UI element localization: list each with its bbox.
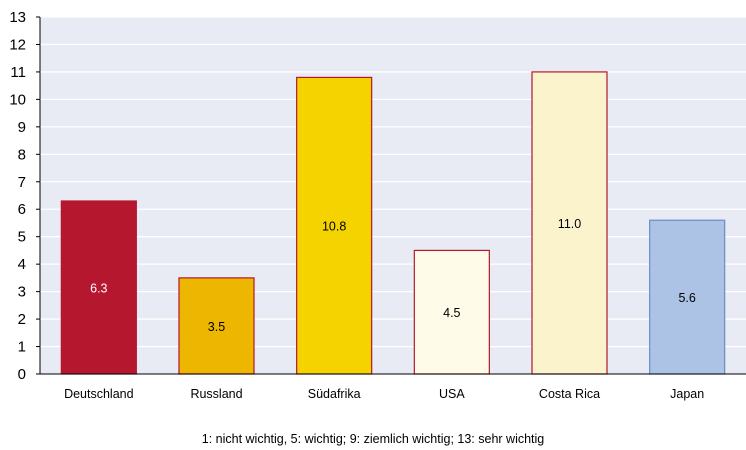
y-tick-label: 6 xyxy=(18,201,26,218)
y-tick-label: 11 xyxy=(10,64,26,81)
x-tick-label: Japan xyxy=(670,387,704,401)
y-tick-label: 7 xyxy=(18,174,26,191)
bar xyxy=(649,219,726,375)
x-tick-label: Costa Rica xyxy=(539,387,600,401)
chart-footnote: 1: nicht wichtig, 5: wichtig; 9: ziemlic… xyxy=(201,432,545,446)
data-label: 3.5 xyxy=(208,320,225,334)
bar xyxy=(531,71,608,375)
data-label: 6.3 xyxy=(90,281,107,295)
y-tick-label: 1 xyxy=(18,339,26,356)
plot-background xyxy=(40,17,746,374)
y-tick-label: 2 xyxy=(18,311,26,328)
y-tick-label: 3 xyxy=(18,284,26,301)
y-tick-label: 0 xyxy=(18,366,26,383)
data-label: 11.0 xyxy=(558,217,581,231)
x-tick-label: USA xyxy=(439,387,465,401)
data-label: 10.8 xyxy=(322,220,346,234)
x-axis: Deutschland Russland Südafrika USA Costa Ric… xyxy=(40,373,746,401)
data-label: 5.6 xyxy=(678,291,695,305)
data-labels: 6.3 3.5 10.8 4.5 11.0 5.6 xyxy=(90,217,696,334)
bar xyxy=(60,200,137,375)
y-tick-label: 8 xyxy=(18,146,26,163)
x-tick-label: Russland xyxy=(190,387,242,401)
y-tick-label: 13 xyxy=(9,9,26,26)
y-tick-label: 10 xyxy=(9,91,26,108)
y-tick-label: 5 xyxy=(18,229,26,246)
y-tick-label: 4 xyxy=(18,256,26,273)
y-tick-label: 12 xyxy=(9,36,26,53)
x-tick-label: Südafrika xyxy=(308,387,361,401)
bar xyxy=(413,249,490,375)
bar xyxy=(296,76,373,375)
plot-area xyxy=(40,17,746,374)
data-label: 4.5 xyxy=(443,306,460,320)
x-tick-label: Deutschland xyxy=(64,387,134,401)
gridlines xyxy=(40,16,746,348)
bars xyxy=(60,71,726,375)
y-tick-label: 9 xyxy=(18,119,26,136)
